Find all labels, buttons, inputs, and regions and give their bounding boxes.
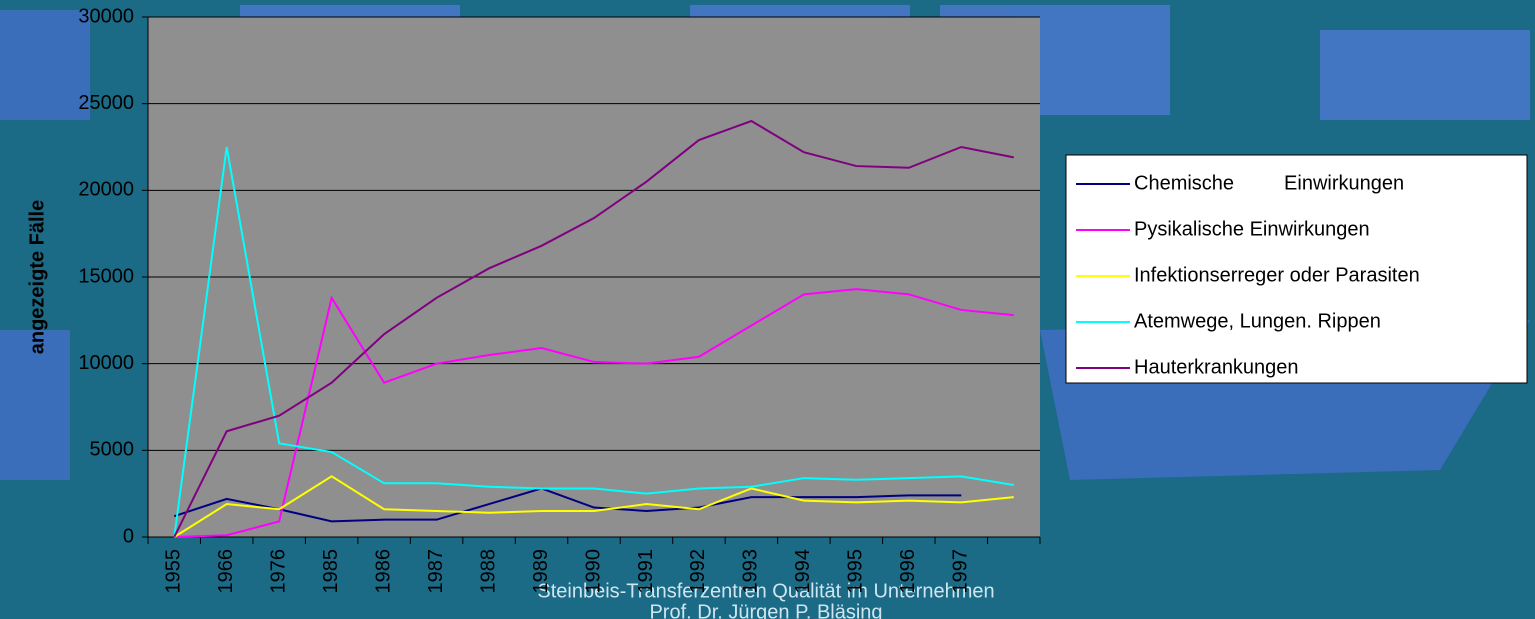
x-tick-label: 1990 (582, 549, 604, 594)
legend-label: Hauterkrankungen (1134, 356, 1299, 378)
y-tick-label: 10000 (78, 352, 134, 374)
legend-label: Atemwege, Lungen. Rippen (1134, 310, 1381, 332)
x-tick-label: 1986 (372, 549, 394, 594)
x-tick-label: 1995 (845, 549, 867, 594)
x-tick-label: 1997 (950, 549, 972, 594)
x-tick-label: 1987 (425, 549, 447, 594)
legend-label: Chemische Einwirkungen (1134, 172, 1404, 194)
x-tick-label: 1991 (635, 549, 657, 594)
y-tick-label: 15000 (78, 265, 134, 287)
series-line (173, 475, 1014, 538)
y-tick-label: 0 (123, 525, 134, 547)
legend (1065, 154, 1528, 384)
x-tick-label: 1994 (792, 549, 814, 594)
y-axis-label: angezeigte Fälle (26, 200, 48, 355)
series-line (173, 146, 1014, 538)
legend-label: Pysikalische Einwirkungen (1134, 218, 1370, 240)
x-tick-label: 1989 (530, 549, 552, 594)
x-tick-label: 1996 (897, 549, 919, 594)
x-tick-label: 1966 (215, 549, 237, 594)
x-tick-label: 1955 (163, 549, 185, 594)
x-tick-label: 1988 (477, 549, 499, 594)
series-line (173, 119, 1014, 538)
x-tick-label: 1992 (687, 549, 709, 594)
x-tick-label: 1976 (267, 549, 289, 594)
footer: Prof. Dr. Jürgen P. Bläsing (649, 601, 882, 619)
y-tick-label: 5000 (90, 439, 135, 461)
x-tick-label: 1985 (320, 549, 342, 594)
series-line (173, 487, 962, 523)
x-tick-label: 1993 (740, 549, 762, 594)
legend-label: Infektionserreger oder Parasiten (1134, 264, 1420, 286)
y-tick-label: 20000 (78, 179, 134, 201)
series-line (174, 288, 1014, 538)
footer: Steinbeis-Transferzentren Qualität im Un… (537, 580, 994, 602)
y-tick-label: 30000 (78, 5, 134, 27)
y-tick-label: 25000 (78, 92, 134, 114)
